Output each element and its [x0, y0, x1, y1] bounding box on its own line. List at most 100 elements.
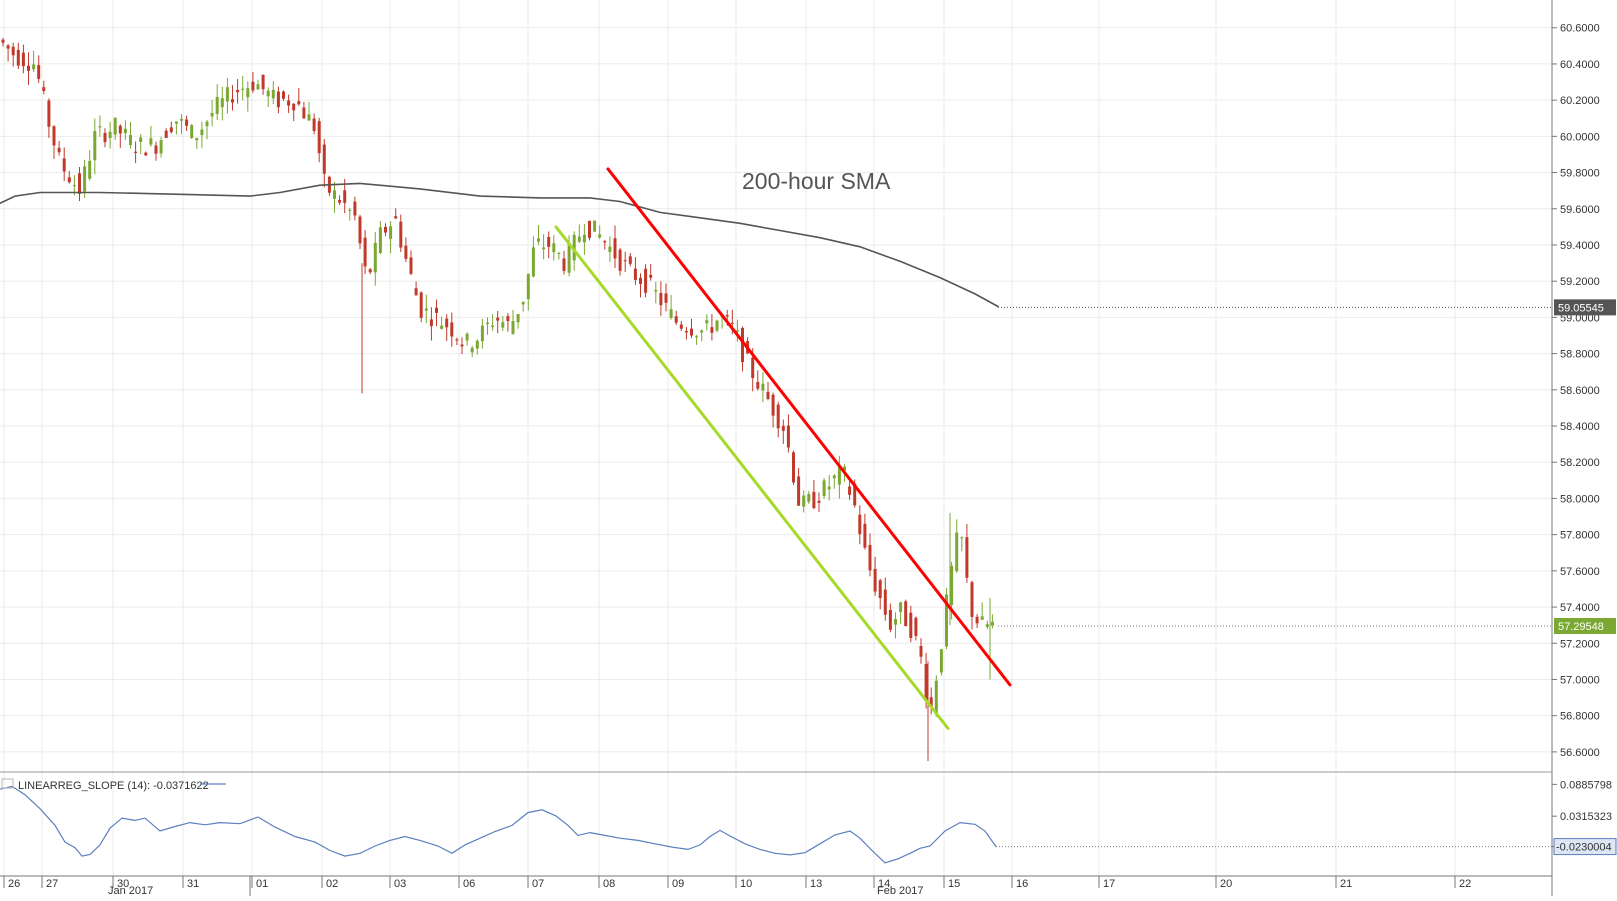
- candle-body: [899, 602, 903, 612]
- sma-annotation: 200-hour SMA: [742, 168, 891, 194]
- candle-body: [771, 394, 775, 416]
- candle-body: [588, 220, 591, 238]
- candle-body: [608, 246, 612, 253]
- candle-body: [129, 135, 132, 145]
- candle-body: [200, 129, 204, 136]
- candle-body: [404, 245, 408, 259]
- candle-body: [353, 201, 357, 216]
- candle-body: [424, 308, 428, 311]
- candle-body: [741, 327, 744, 363]
- candle-body: [21, 52, 25, 67]
- y-tick-label: 60.2000: [1560, 95, 1600, 107]
- candle-body: [557, 253, 561, 255]
- candle-body: [929, 697, 933, 707]
- x-tick-label: 16: [1016, 878, 1028, 890]
- candle-body: [547, 236, 551, 247]
- y-tick-label: 58.0000: [1560, 493, 1600, 505]
- candle-body: [531, 247, 535, 277]
- candle-body: [195, 138, 199, 141]
- candle-body: [577, 236, 581, 242]
- x-tick-label: 08: [603, 878, 615, 890]
- indicator-last-badge: [1553, 838, 1617, 856]
- candle-body: [440, 325, 444, 329]
- x-tick-label: 27: [46, 878, 58, 890]
- y-tick-label: 59.8000: [1560, 168, 1600, 180]
- candle-body: [909, 612, 913, 638]
- candle-body: [802, 495, 806, 507]
- y-tick-label: 58.2000: [1560, 457, 1600, 469]
- sma-level-badge: [1554, 299, 1616, 316]
- candle-body: [654, 289, 658, 292]
- candle-body: [139, 137, 143, 142]
- candle-body: [174, 121, 178, 124]
- candle-body: [486, 322, 489, 324]
- candle-body: [333, 190, 336, 199]
- candle-body: [180, 119, 183, 121]
- candle-body: [169, 127, 173, 133]
- candle-body: [537, 238, 540, 242]
- candle-body: [827, 486, 831, 490]
- candle-body: [460, 344, 464, 347]
- candle-body: [934, 680, 938, 714]
- candle-body: [322, 144, 326, 174]
- candle-body: [297, 101, 301, 105]
- x-tick-label: 01: [256, 878, 268, 890]
- candle-body: [817, 500, 821, 503]
- candle-body: [57, 147, 61, 153]
- candle-body: [593, 220, 597, 232]
- candle-body: [475, 340, 479, 349]
- candle-body: [72, 185, 76, 187]
- x-tick-label: 21: [1340, 878, 1352, 890]
- candle-body: [766, 391, 770, 399]
- candle-body: [261, 74, 265, 90]
- axes: 60.6000 60.4000 60.2000 60.0000 59.8000 59.60…: [3, 23, 1617, 897]
- candle-body: [649, 274, 653, 278]
- y-tick-label: 58.8000: [1560, 349, 1600, 361]
- x-tick-label: 15: [948, 878, 960, 890]
- candle-body: [526, 273, 530, 300]
- candle-body: [450, 322, 454, 337]
- candle-body: [134, 151, 138, 153]
- candle-body: [27, 65, 30, 71]
- candle-body: [210, 113, 214, 117]
- candle-body: [980, 616, 984, 620]
- grid: [0, 0, 1552, 876]
- candle-body: [985, 624, 989, 627]
- candle-body: [394, 216, 398, 219]
- candle-body: [287, 100, 291, 106]
- candle-body: [756, 381, 760, 389]
- candle-body: [389, 226, 393, 239]
- candle-body: [822, 480, 826, 497]
- month-label: Jan 2017: [108, 885, 153, 896]
- x-tick-label: 31: [187, 878, 199, 890]
- candle-body: [42, 87, 46, 91]
- candle-body: [970, 582, 974, 617]
- y-tick-label: 58.6000: [1560, 385, 1600, 397]
- candle-body: [98, 126, 102, 128]
- last-price-label: 57.29548: [1558, 621, 1604, 633]
- y-tick-label: 56.8000: [1560, 711, 1600, 723]
- candle-body: [552, 243, 556, 253]
- candle-body: [414, 288, 418, 296]
- candle-body: [751, 357, 755, 378]
- resistance-trendline: [606, 167, 1012, 687]
- candle-body: [715, 320, 719, 331]
- candle-body: [236, 89, 240, 93]
- candle-body: [511, 320, 515, 334]
- candle-body: [832, 475, 836, 479]
- candle-body: [960, 537, 964, 539]
- candle-body: [16, 49, 20, 66]
- candle-body: [945, 594, 948, 647]
- candle-body: [363, 237, 367, 267]
- candle-body: [776, 404, 780, 429]
- candle-body: [812, 491, 816, 509]
- y-tick-label: 60.0000: [1560, 131, 1600, 143]
- y-tick-label: 59.4000: [1560, 240, 1600, 252]
- candle-body: [113, 117, 117, 135]
- candle-body: [32, 64, 36, 70]
- candle-body: [154, 145, 158, 154]
- candle-body: [445, 318, 449, 328]
- indicator-last-label: -0.0230004: [1556, 842, 1612, 854]
- candle-body: [373, 242, 377, 273]
